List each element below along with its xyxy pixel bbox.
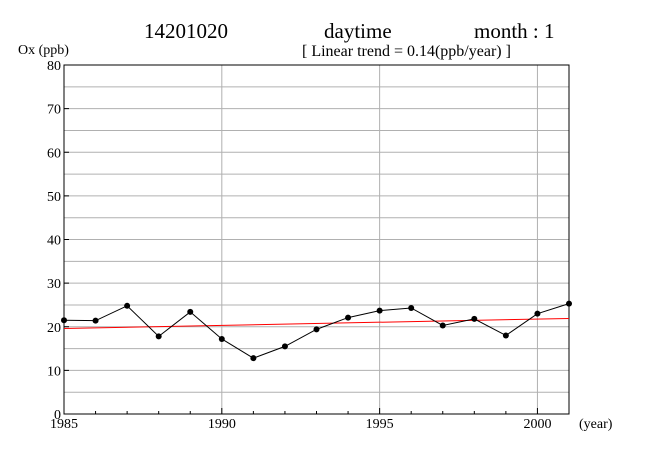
x-tick-label: 1990 bbox=[208, 417, 236, 432]
trend-label: [ Linear trend = 0.14(ppb/year) ] bbox=[302, 43, 511, 60]
x-axis-label: (year) bbox=[579, 417, 613, 432]
month-label: month : 1 bbox=[474, 19, 555, 43]
y-tick-label: 80 bbox=[47, 59, 61, 74]
data-point bbox=[566, 300, 572, 307]
data-point bbox=[155, 333, 162, 340]
x-tick-label: 1985 bbox=[50, 417, 78, 432]
data-point bbox=[218, 335, 225, 342]
data-point bbox=[408, 304, 415, 311]
y-tick-label: 30 bbox=[47, 277, 61, 292]
data-point bbox=[471, 315, 478, 322]
y-tick-label: 70 bbox=[47, 103, 61, 118]
y-tick-label: 20 bbox=[47, 321, 61, 336]
tick-labels: 0 10 20 30 40 50 60 70 80 1985 1990 1995 2000 bbox=[47, 59, 570, 432]
y-tick-label: 0 bbox=[54, 408, 61, 423]
data-point bbox=[250, 355, 257, 362]
period-label: daytime bbox=[324, 19, 392, 43]
y-tick-label: 60 bbox=[47, 146, 61, 161]
data-point bbox=[534, 310, 541, 317]
y-tick-label: 40 bbox=[47, 234, 61, 249]
y-tick-label: 50 bbox=[47, 190, 61, 205]
data-point bbox=[502, 332, 509, 339]
station-code: 14201020 bbox=[144, 19, 228, 43]
x-tick-label: 1995 bbox=[366, 417, 394, 432]
y-tick-label: 10 bbox=[47, 364, 61, 379]
data-point bbox=[439, 322, 446, 329]
grid bbox=[64, 65, 569, 414]
data-point bbox=[187, 308, 194, 315]
data-point bbox=[376, 307, 383, 314]
y-axis-label: Ox (ppb) bbox=[18, 43, 69, 58]
data-point bbox=[345, 314, 352, 321]
data-point bbox=[61, 317, 67, 324]
x-tick-label: 2000 bbox=[523, 417, 551, 432]
data-point bbox=[92, 317, 99, 324]
data-point bbox=[124, 302, 131, 309]
data-point bbox=[281, 343, 288, 350]
data-point bbox=[313, 326, 320, 333]
data-series bbox=[61, 300, 572, 362]
